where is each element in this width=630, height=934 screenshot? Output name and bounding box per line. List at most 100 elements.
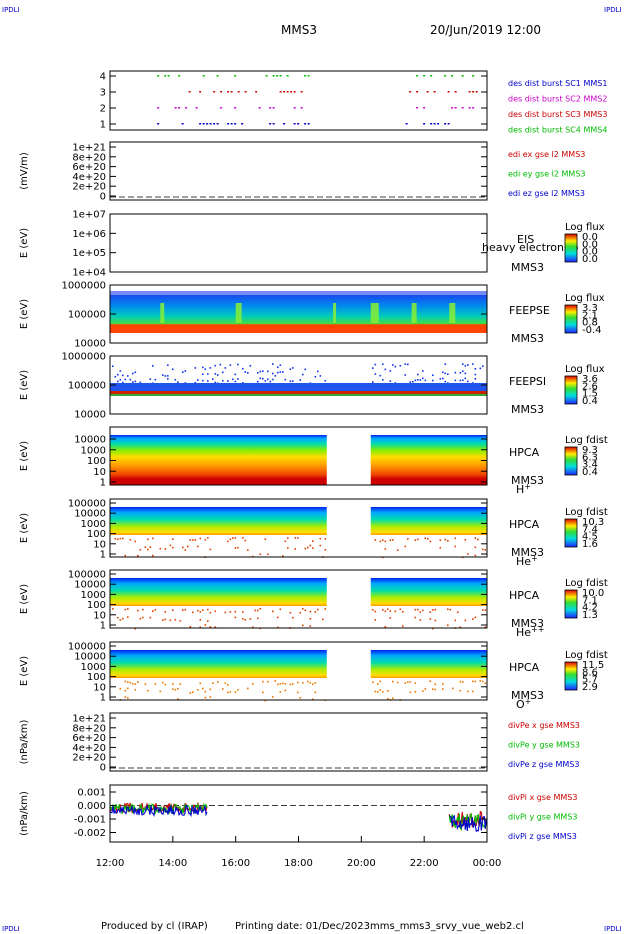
- rain-mark: [392, 697, 394, 700]
- colorbar: [564, 661, 578, 691]
- y-tick-label: 8e+20: [72, 723, 106, 734]
- rain-mark: [177, 381, 179, 383]
- rain-mark: [234, 547, 237, 549]
- rain-mark: [302, 681, 304, 684]
- rain-mark: [132, 381, 134, 383]
- rain-mark: [422, 377, 424, 380]
- rain-mark: [372, 681, 374, 684]
- y-tick-label: 1000: [81, 445, 106, 456]
- y-axis-label: E (eV): [19, 656, 30, 686]
- rain-mark: [132, 372, 134, 375]
- rain-mark: [419, 379, 422, 381]
- rain-mark: [414, 690, 417, 693]
- rain-mark: [279, 691, 282, 694]
- rain-mark: [194, 539, 197, 541]
- rain-mark: [309, 544, 312, 547]
- rain-mark: [422, 370, 424, 372]
- instrument-label: HPCA: [509, 446, 540, 459]
- rain-mark: [199, 611, 202, 613]
- colorbar-tick-label: 2.6: [582, 381, 598, 392]
- y-tick-label: 1e+06: [72, 229, 106, 240]
- rain-mark: [237, 689, 239, 691]
- rain-mark: [419, 619, 422, 621]
- rain-mark: [269, 380, 272, 383]
- rain-mark: [127, 687, 129, 690]
- burst-interval: [472, 91, 475, 93]
- burst-interval: [174, 107, 177, 109]
- burst-interval: [195, 107, 198, 109]
- y-tick-label: 10000: [74, 652, 106, 663]
- burst-interval: [181, 123, 184, 125]
- rain-mark: [457, 611, 459, 614]
- rain-mark: [259, 370, 262, 373]
- colorbar-tick-label: 2.1: [582, 310, 598, 321]
- spacecraft-label: MMS3: [511, 332, 544, 345]
- rain-mark: [374, 690, 377, 693]
- rain-mark: [214, 626, 217, 628]
- rain-mark: [302, 624, 304, 627]
- burst-interval: [423, 75, 426, 77]
- rain-mark: [202, 373, 204, 375]
- burst-interval: [272, 123, 275, 125]
- rain-mark: [324, 538, 327, 540]
- rain-mark: [272, 372, 274, 375]
- rain-mark: [152, 554, 154, 557]
- rain-mark: [154, 378, 157, 381]
- burst-interval: [279, 91, 282, 93]
- y-tick-label: 1000: [81, 662, 106, 673]
- rain-mark: [207, 373, 209, 375]
- rain-mark: [119, 619, 122, 621]
- rain-mark: [379, 374, 382, 377]
- colorbar-tick-label: 2.9: [582, 682, 598, 693]
- rain-mark: [279, 364, 282, 366]
- rain-mark: [324, 548, 327, 551]
- panel-5: 1000000 100000 10000 E (eV) FEEPSI MMS3 Log fl…: [19, 352, 605, 421]
- rain-mark: [264, 699, 267, 702]
- legend-entry: des dist burst SC2 MMS2: [508, 95, 607, 104]
- rain-mark: [389, 617, 392, 619]
- rain-mark: [122, 381, 124, 384]
- spectrogram: [110, 507, 327, 535]
- rain-mark: [122, 537, 124, 540]
- y-tick-label: 10: [93, 610, 106, 621]
- rain-mark: [299, 611, 302, 614]
- footer-filename: mms_mms3_srvy_vue_web2.cl: [370, 921, 524, 932]
- burst-interval: [209, 123, 212, 125]
- rain-mark: [432, 379, 434, 382]
- burst-interval: [423, 107, 426, 109]
- spectrogram-patch: [449, 303, 456, 323]
- rain-mark: [227, 540, 229, 543]
- rain-mark: [374, 373, 377, 375]
- rain-mark: [172, 368, 174, 371]
- rain-mark: [374, 363, 377, 366]
- rain-mark: [207, 608, 209, 611]
- colorbar-title: Log fdist: [565, 578, 608, 589]
- rain-mark: [409, 681, 412, 683]
- burst-interval: [451, 107, 454, 109]
- rain-mark: [429, 540, 432, 543]
- burst-interval: [185, 107, 188, 109]
- rain-mark: [134, 627, 137, 630]
- y-tick-label: 100: [87, 529, 106, 540]
- x-tick-label: 20:00: [347, 858, 376, 869]
- rain-mark: [119, 378, 122, 381]
- rain-mark: [134, 683, 137, 685]
- rain-mark: [262, 377, 264, 380]
- rain-mark: [142, 616, 144, 619]
- rain-mark: [464, 377, 467, 380]
- y-tick-label: 10000: [74, 339, 106, 350]
- rain-mark: [392, 364, 394, 366]
- rain-mark: [272, 696, 274, 698]
- y-tick-label: 6e+20: [72, 733, 106, 744]
- rain-mark: [147, 689, 149, 692]
- burst-interval: [304, 75, 307, 77]
- burst-interval: [199, 91, 202, 93]
- burst-interval: [258, 107, 261, 109]
- rain-mark: [172, 538, 174, 540]
- burst-interval: [430, 75, 433, 77]
- rain-mark: [424, 537, 427, 540]
- y-tick-label: 8e+20: [72, 152, 106, 163]
- colorbar-tick-label: 5.7: [582, 675, 598, 686]
- burst-interval: [220, 107, 223, 109]
- burst-interval: [430, 123, 433, 125]
